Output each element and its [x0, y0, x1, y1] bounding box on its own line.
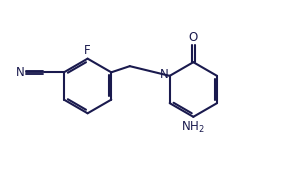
Text: NH$_2$: NH$_2$: [181, 120, 205, 135]
Text: O: O: [189, 31, 198, 44]
Text: F: F: [84, 43, 91, 57]
Text: N: N: [16, 66, 25, 79]
Text: N: N: [160, 68, 168, 81]
